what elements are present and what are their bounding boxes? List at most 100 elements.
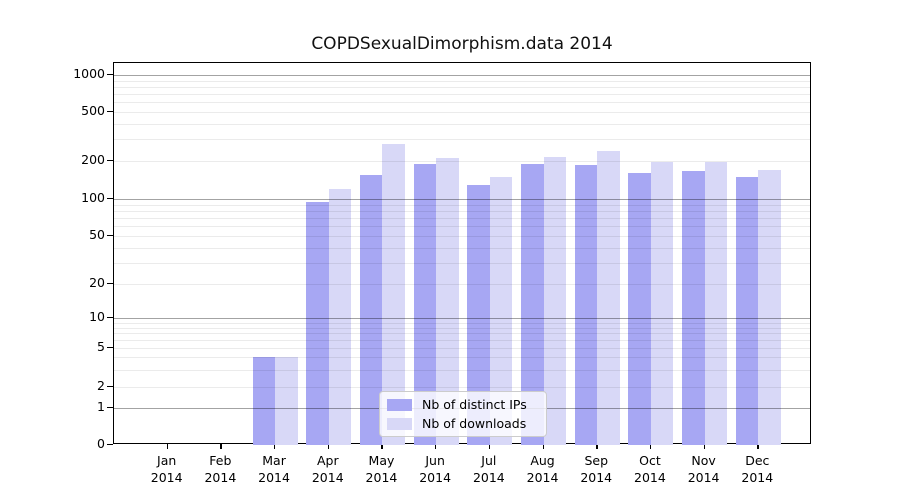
x-tick-mark: [542, 444, 544, 449]
gridline-minor: [114, 139, 810, 141]
bar-downloads: [489, 176, 513, 445]
gridline-minor: [114, 102, 810, 104]
bar-distinct-ips: [359, 175, 383, 445]
y-tick-label: 200: [81, 152, 105, 167]
y-tick-mark: [107, 235, 113, 237]
bar-distinct-ips: [521, 164, 544, 445]
gridline-minor: [114, 86, 810, 88]
y-tick-mark: [107, 198, 113, 200]
bar-distinct-ips: [467, 184, 490, 445]
gridline-major: [114, 75, 810, 76]
gridline-minor: [114, 333, 810, 335]
x-tick-label: Jul 2014: [472, 453, 505, 485]
bar-downloads: [597, 151, 620, 445]
bar-distinct-ips: [252, 357, 276, 445]
x-tick-label: Mar 2014: [258, 453, 290, 485]
gridline-minor: [114, 322, 810, 324]
x-tick-mark: [435, 444, 437, 449]
x-tick-label: Aug 2014: [526, 453, 559, 485]
gridline-minor: [114, 94, 810, 96]
bar-downloads: [704, 161, 728, 445]
y-tick-mark: [107, 407, 113, 409]
x-tick-mark: [274, 444, 276, 449]
y-tick-mark: [107, 283, 113, 285]
gridline-minor: [114, 218, 810, 220]
x-tick-label: Apr 2014: [311, 453, 344, 485]
gridline-minor: [114, 348, 810, 349]
bar-downloads: [543, 156, 567, 445]
legend-swatch-downloads-icon: [387, 417, 412, 430]
chart-title: COPDSexualDimorphism.data 2014: [311, 34, 613, 54]
x-tick-mark: [220, 444, 222, 449]
x-tick-label: Jan 2014: [150, 453, 183, 485]
gridline-minor: [114, 262, 810, 264]
x-tick-mark: [757, 444, 759, 449]
gridline-minor: [114, 204, 810, 206]
y-tick-mark: [107, 111, 113, 113]
gridline-minor: [114, 340, 810, 342]
gridline-minor: [114, 161, 810, 162]
bar-downloads: [275, 357, 298, 445]
gridline-minor: [114, 284, 810, 285]
bar-downloads: [328, 189, 352, 445]
y-tick-mark: [107, 74, 113, 76]
y-tick-mark: [107, 160, 113, 162]
legend-label-downloads: Nb of downloads: [422, 416, 527, 431]
y-tick-mark: [107, 386, 113, 388]
gridline-minor: [114, 80, 810, 82]
legend-label-distinct-ips: Nb of distinct IPs: [422, 397, 527, 412]
bar-distinct-ips: [628, 172, 651, 445]
y-tick-label: 2: [97, 378, 105, 393]
gridline-major: [114, 318, 810, 319]
x-tick-mark: [166, 444, 168, 449]
x-tick-label: May 2014: [365, 453, 398, 485]
bar-downloads: [650, 161, 674, 445]
y-tick-label: 1000: [73, 66, 105, 81]
bars-layer: [114, 63, 810, 445]
gridline-minor: [114, 357, 810, 359]
bar-downloads: [436, 157, 459, 445]
gridline-minor: [114, 226, 810, 228]
y-tick-label: 100: [81, 190, 105, 205]
gridline-minor: [114, 369, 810, 371]
x-tick-mark: [327, 444, 330, 449]
plot-area: [113, 62, 811, 445]
y-tick-mark: [107, 317, 113, 319]
y-tick-label: 5: [97, 339, 105, 354]
bar-distinct-ips: [574, 164, 598, 445]
gridline-minor: [114, 210, 810, 212]
x-tick-mark: [381, 444, 383, 449]
gridline-minor: [114, 123, 810, 125]
gridline-minor: [114, 247, 810, 249]
gridline-minor: [114, 112, 810, 113]
y-tick-label: 0: [97, 436, 105, 451]
x-tick-mark: [488, 444, 491, 449]
bar-distinct-ips: [735, 176, 759, 445]
x-tick-mark: [703, 444, 705, 449]
gridline-minor: [114, 387, 810, 388]
legend: Nb of distinct IPs Nb of downloads: [379, 391, 547, 437]
y-tick-label: 10: [89, 309, 105, 324]
y-tick-label: 1: [97, 399, 105, 414]
y-tick-mark: [107, 347, 113, 349]
y-tick-label: 50: [89, 227, 105, 242]
x-tick-label: Jun 2014: [419, 453, 452, 485]
gridline-minor: [114, 327, 810, 329]
gridline-major: [114, 199, 810, 200]
x-tick-label: Nov 2014: [687, 453, 720, 485]
gridlines-layer: [114, 63, 810, 443]
legend-swatch-distinct-ips-icon: [387, 398, 412, 411]
bar-distinct-ips: [682, 170, 705, 445]
x-tick-mark: [596, 444, 598, 449]
bar-distinct-ips: [306, 201, 329, 445]
y-tick-label: 20: [89, 275, 105, 290]
x-tick-label: Oct 2014: [634, 453, 666, 485]
x-tick-label: Dec 2014: [741, 453, 774, 485]
x-tick-label: Sep 2014: [580, 453, 613, 485]
x-tick-mark: [649, 444, 652, 449]
legend-row-distinct-ips: Nb of distinct IPs: [387, 397, 538, 412]
legend-row-downloads: Nb of downloads: [387, 416, 538, 431]
gridline-minor: [114, 236, 810, 237]
bar-downloads: [758, 169, 781, 445]
